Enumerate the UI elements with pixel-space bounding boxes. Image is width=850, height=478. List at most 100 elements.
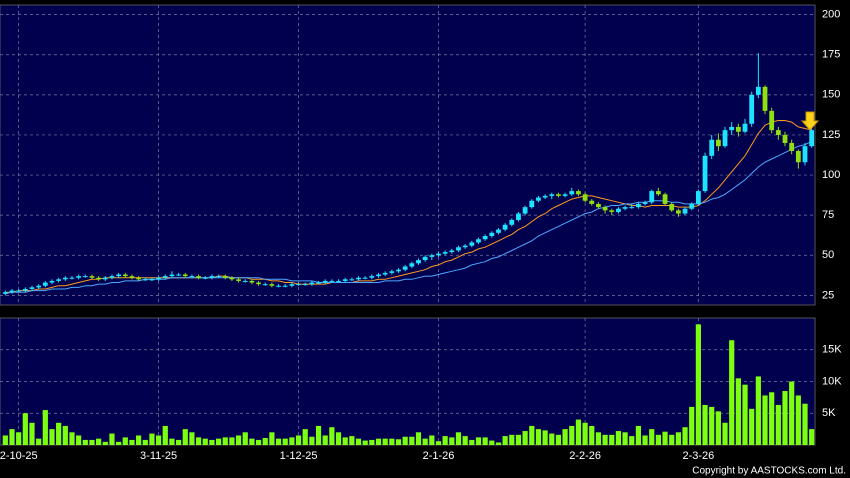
volume-bar xyxy=(629,436,635,445)
volume-bar xyxy=(469,439,475,445)
x-tick-label: 2-10-25 xyxy=(0,450,38,462)
volume-bar xyxy=(669,434,675,445)
candle-body xyxy=(436,253,441,256)
volume-bar xyxy=(655,434,661,445)
volume-bar xyxy=(102,441,108,445)
volume-bar xyxy=(109,433,115,445)
volume-bar xyxy=(729,340,735,445)
volume-bar xyxy=(9,429,15,445)
volume-bar xyxy=(409,436,415,445)
candle-body xyxy=(775,130,781,135)
volume-bar xyxy=(802,403,808,445)
candle-body xyxy=(582,194,588,201)
candle-body xyxy=(442,252,448,254)
volume-bar xyxy=(322,435,328,445)
candle-body xyxy=(529,200,535,208)
candle-body xyxy=(316,282,321,284)
candle-body xyxy=(256,282,261,285)
volume-bar xyxy=(769,392,775,445)
volume-bar xyxy=(69,432,75,445)
volume-bar xyxy=(136,435,142,445)
candle-body xyxy=(216,276,221,278)
volume-bar xyxy=(702,404,708,445)
volume-bar xyxy=(415,432,422,445)
candle-body xyxy=(509,219,515,225)
volume-bar xyxy=(22,413,28,445)
volume-bar xyxy=(422,438,428,445)
y-tick-label: 5K xyxy=(822,407,836,419)
volume-bar xyxy=(289,437,295,445)
volume-bar xyxy=(82,439,88,445)
candle-body xyxy=(69,277,75,279)
volume-bar xyxy=(689,406,695,445)
volume-bar xyxy=(435,441,442,445)
volume-bar xyxy=(502,436,508,445)
volume-bar xyxy=(715,411,721,445)
candle-body xyxy=(56,279,62,281)
volume-bar xyxy=(589,425,595,445)
candle-body xyxy=(755,86,761,95)
candle-body xyxy=(609,210,615,212)
volume-bar xyxy=(695,324,701,445)
volume-bar xyxy=(16,432,22,445)
x-tick-label: 1-12-25 xyxy=(280,450,318,462)
volume-bar xyxy=(575,419,582,445)
volume-bar xyxy=(495,442,502,445)
candle-body xyxy=(729,126,735,131)
volume-bar xyxy=(622,432,628,445)
candle-body xyxy=(42,282,48,286)
y-tick-label: 25 xyxy=(822,289,834,301)
candle-body xyxy=(122,274,128,277)
volume-bar xyxy=(49,429,55,445)
volume-bar xyxy=(169,438,175,445)
candle-body xyxy=(356,277,361,280)
candle-body xyxy=(156,277,162,280)
volume-bar xyxy=(62,425,68,445)
candle-body xyxy=(482,236,488,240)
candle-body xyxy=(469,242,475,246)
price-panel xyxy=(0,4,816,306)
volume-bar xyxy=(309,436,315,445)
candle-body xyxy=(542,195,548,198)
volume-bar xyxy=(462,436,468,445)
candle-body xyxy=(82,276,88,278)
volume-bar xyxy=(222,437,228,445)
candle-body xyxy=(389,271,395,273)
volume-bar xyxy=(156,435,162,445)
volume-bar xyxy=(515,434,522,445)
candle-body xyxy=(229,277,235,280)
candle-body xyxy=(382,272,388,275)
volume-bar xyxy=(149,433,155,445)
moving-average-line xyxy=(5,120,812,293)
candle-body xyxy=(576,191,581,195)
candle-body xyxy=(189,276,195,278)
candle-body xyxy=(749,94,755,124)
y-tick-label: 200 xyxy=(822,9,840,21)
volume-bar xyxy=(789,381,795,445)
volume-bar xyxy=(116,441,122,445)
moving-average-line xyxy=(5,140,812,295)
y-tick-label: 150 xyxy=(822,89,840,101)
volume-bar xyxy=(389,438,395,445)
candle-body xyxy=(549,194,555,196)
volume-bar xyxy=(362,440,368,445)
volume-bar xyxy=(782,391,788,445)
volume-bar xyxy=(96,438,102,445)
volume-bar xyxy=(635,425,642,445)
candle-body xyxy=(502,224,508,230)
volume-bar xyxy=(269,432,275,445)
volume-bar xyxy=(542,430,548,445)
candle-body xyxy=(289,284,295,286)
volume-bar xyxy=(29,422,35,445)
candle-body xyxy=(62,277,68,280)
candle-body xyxy=(16,290,22,292)
copyright: Copyright by AASTOCKS.com Ltd. xyxy=(692,466,846,477)
candle-body xyxy=(2,292,8,294)
x-tick-label: 2-3-26 xyxy=(682,450,714,462)
volume-bar xyxy=(569,425,575,445)
candle-body xyxy=(269,284,275,286)
candle-body xyxy=(735,126,741,132)
candle-body xyxy=(349,279,355,281)
candle-body xyxy=(602,207,608,211)
